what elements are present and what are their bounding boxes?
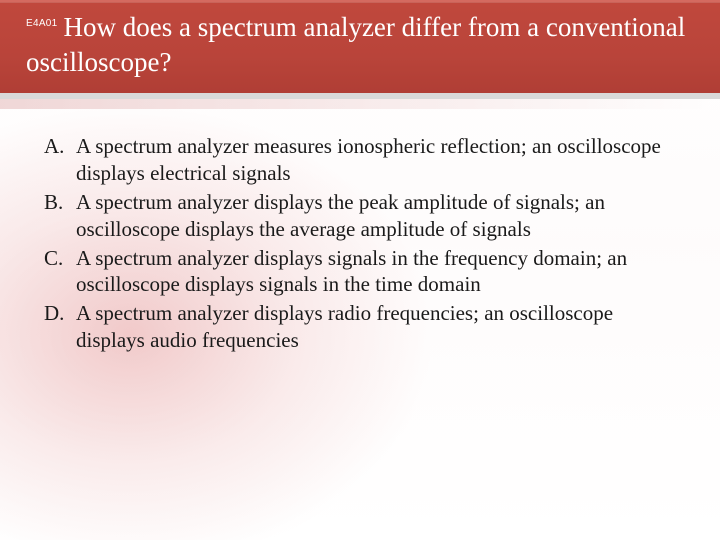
answer-letter: D.	[44, 300, 76, 354]
question-line: E4A01How does a spectrum analyzer differ…	[26, 10, 694, 79]
answer-content: A. A spectrum analyzer measures ionosphe…	[0, 109, 720, 354]
answer-text: A spectrum analyzer displays radio frequ…	[76, 300, 676, 354]
answer-letter: B.	[44, 189, 76, 243]
answer-letter: C.	[44, 245, 76, 299]
answer-list: A. A spectrum analyzer measures ionosphe…	[44, 133, 676, 354]
question-header: E4A01How does a spectrum analyzer differ…	[0, 0, 720, 99]
answer-text: A spectrum analyzer displays the peak am…	[76, 189, 676, 243]
answer-text: A spectrum analyzer displays signals in …	[76, 245, 676, 299]
header-divider	[0, 99, 720, 109]
answer-item: A. A spectrum analyzer measures ionosphe…	[44, 133, 676, 187]
question-code: E4A01	[26, 18, 58, 29]
answer-item: C. A spectrum analyzer displays signals …	[44, 245, 676, 299]
answer-item: D. A spectrum analyzer displays radio fr…	[44, 300, 676, 354]
answer-letter: A.	[44, 133, 76, 187]
answer-item: B. A spectrum analyzer displays the peak…	[44, 189, 676, 243]
question-text: How does a spectrum analyzer differ from…	[26, 12, 685, 77]
answer-text: A spectrum analyzer measures ionospheric…	[76, 133, 676, 187]
